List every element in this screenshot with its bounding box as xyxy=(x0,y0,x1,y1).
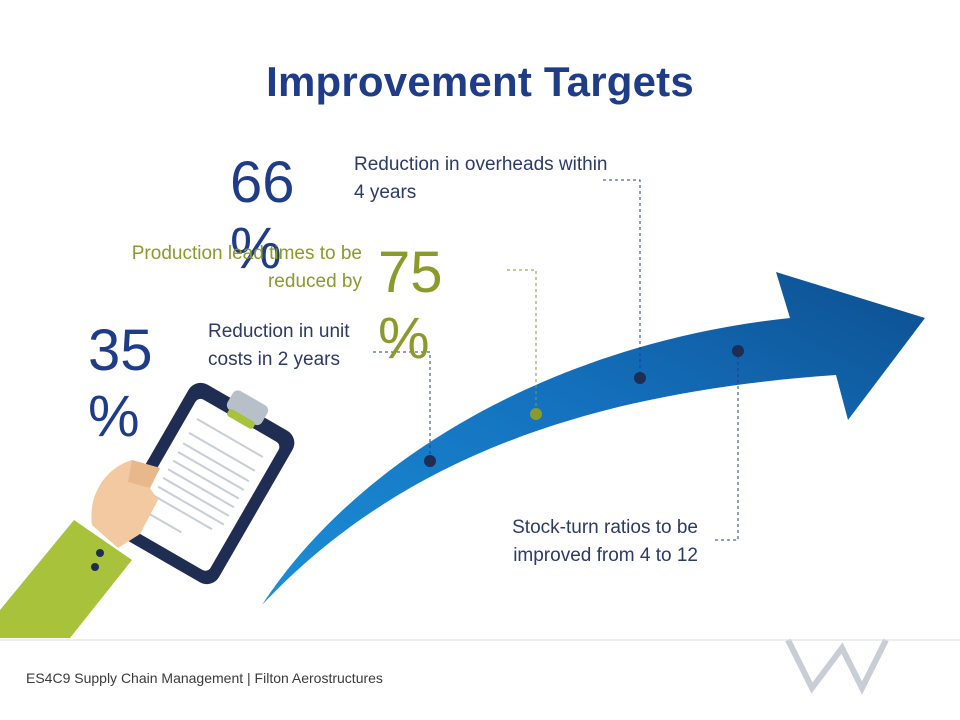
clipboard-illustration xyxy=(0,382,295,638)
target-label-unit-costs: Reduction in unit costs in 2 years xyxy=(208,321,350,370)
slide-title: Improvement Targets xyxy=(266,58,694,105)
marker-35 xyxy=(424,455,436,467)
leader-line-35 xyxy=(373,351,431,460)
clipboard-clip xyxy=(226,390,269,426)
target-value-overheads: 66 % xyxy=(230,150,295,281)
logo-w-mark xyxy=(785,638,889,695)
leader-line-66 xyxy=(603,179,641,378)
marker-75 xyxy=(530,408,542,420)
growth-arrow xyxy=(262,272,925,605)
marker-66 xyxy=(634,372,646,384)
clipboard-paper xyxy=(126,398,280,571)
sleeve-button-2 xyxy=(91,563,99,571)
slide-footer: ES4C9 Supply Chain Management | Filton A… xyxy=(26,670,383,686)
marker-stock xyxy=(732,345,744,357)
target-value-unit-costs: 35 % xyxy=(88,318,153,449)
target-label-lead-times: Production lead times to be reduced by xyxy=(131,243,362,292)
target-value-lead-times: 75 % xyxy=(378,240,443,371)
sleeve-button-1 xyxy=(96,549,104,557)
target-label-overheads: Reduction in overheads within 4 years xyxy=(354,154,608,203)
target-label-stock-turn: Stock-turn ratios to be improved from 4 … xyxy=(512,517,698,566)
